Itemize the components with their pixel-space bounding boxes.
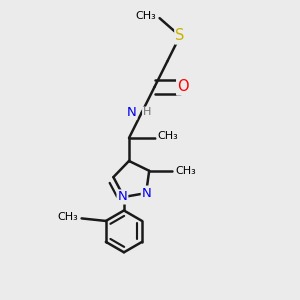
Text: N: N <box>142 187 152 200</box>
Text: CH₃: CH₃ <box>158 131 178 142</box>
Text: N: N <box>127 106 136 119</box>
Text: CH₃: CH₃ <box>58 212 79 222</box>
Text: CH₃: CH₃ <box>136 11 157 21</box>
Text: O: O <box>177 80 189 94</box>
Text: S: S <box>175 28 185 44</box>
Text: N: N <box>118 190 127 203</box>
Text: CH₃: CH₃ <box>175 166 196 176</box>
Text: H: H <box>143 107 151 118</box>
